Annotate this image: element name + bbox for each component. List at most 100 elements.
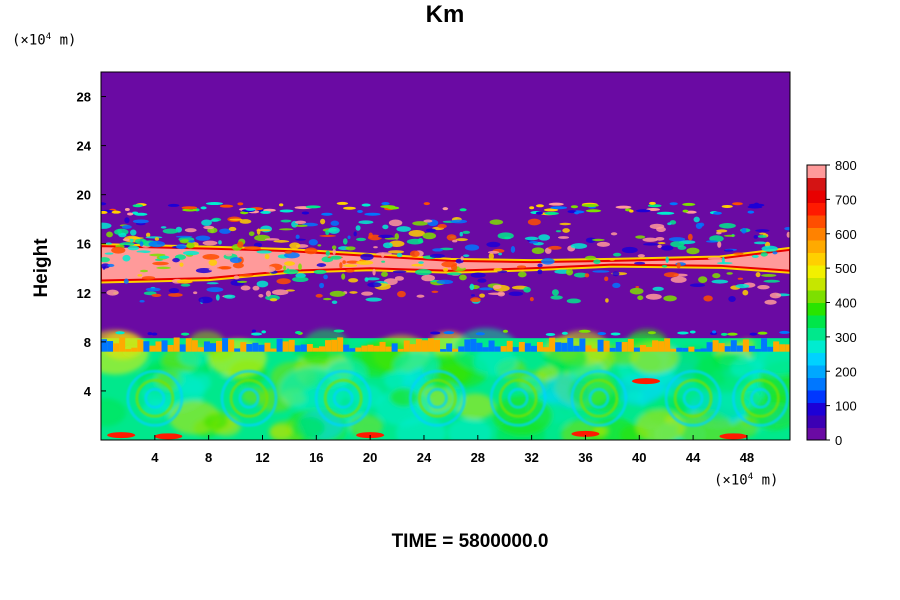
edge-cell	[785, 344, 790, 352]
edge-cell	[512, 347, 519, 352]
band-cell	[592, 238, 605, 242]
band-cell	[531, 247, 545, 254]
band-cell	[698, 222, 705, 227]
band-cell	[758, 232, 767, 235]
band-cell	[411, 263, 424, 267]
band-cell	[285, 289, 296, 292]
x-tick-label: 44	[686, 450, 701, 465]
edge-cell	[264, 342, 271, 352]
colorbar-swatch	[807, 415, 826, 428]
band-cell	[555, 230, 562, 233]
band-cell	[596, 241, 610, 247]
edge-cell	[325, 340, 332, 352]
band-cell	[757, 284, 770, 290]
band-cell	[677, 245, 687, 250]
edge-cell	[282, 341, 289, 352]
band-cell	[717, 241, 722, 248]
eddy-ring	[570, 369, 628, 427]
eddy-ring	[507, 387, 529, 409]
band-cell	[437, 223, 447, 229]
band-cell	[325, 229, 330, 235]
edge-cell	[300, 344, 307, 352]
band-cell	[360, 253, 374, 261]
time-label: TIME = 5800000.0	[391, 531, 549, 552]
gap-speck	[151, 332, 158, 336]
upper-streak	[321, 212, 333, 216]
colorbar-swatch	[807, 240, 826, 253]
gap-speck	[115, 331, 125, 335]
eddy-blob	[393, 351, 439, 382]
upper-streak	[656, 211, 675, 215]
band-cell	[101, 263, 110, 269]
band-cell	[460, 256, 464, 261]
band-cell	[316, 263, 327, 267]
heatmap-field	[101, 72, 790, 440]
band-cell	[716, 262, 733, 265]
eddy-ring	[588, 387, 610, 409]
band-cell	[248, 231, 255, 237]
band-cell	[355, 237, 367, 242]
colorbar-tick-label: 200	[835, 364, 857, 379]
band-cell	[226, 260, 234, 267]
upper-streak	[459, 208, 467, 212]
eddy-ring	[673, 378, 713, 418]
x-tick-label: 28	[471, 450, 485, 465]
eddy-ring	[749, 387, 771, 409]
band-cell	[356, 260, 374, 265]
upper-streak	[649, 201, 656, 205]
eddy-ring	[417, 378, 457, 418]
band-cell	[233, 275, 240, 280]
band-cell	[156, 266, 171, 270]
band-cell	[117, 229, 122, 234]
edge-cell	[755, 348, 762, 352]
y-tick-label: 4	[84, 384, 92, 399]
eddy-ring	[498, 378, 538, 418]
band-cell	[757, 235, 767, 238]
band-cell	[182, 250, 200, 256]
edge-cell	[252, 342, 259, 352]
y-tick-label: 28	[77, 90, 91, 105]
edge-cell	[555, 342, 562, 352]
upper-streak	[629, 209, 634, 213]
colorbar-swatch	[807, 340, 826, 353]
eddy-ring	[682, 387, 704, 409]
band-cell	[593, 259, 601, 265]
band-cell	[252, 285, 260, 291]
band-cell	[343, 264, 358, 267]
band-cell	[764, 299, 777, 305]
band-cell	[566, 268, 574, 276]
band-cell	[487, 250, 500, 254]
band-cell	[141, 276, 156, 280]
edge-cell	[173, 337, 180, 352]
eddy-ring	[740, 378, 780, 418]
band-cell	[760, 252, 768, 257]
band-cell	[365, 277, 380, 281]
edge-cell	[167, 344, 174, 352]
band-cell	[162, 228, 179, 234]
edge-cell	[621, 342, 628, 352]
band-cell	[585, 255, 596, 261]
band-cell	[412, 221, 429, 226]
band-cell	[294, 220, 307, 224]
band-cell	[388, 219, 403, 227]
upper-streak	[544, 211, 559, 215]
hot-spot	[571, 430, 600, 437]
band-cell	[523, 286, 531, 293]
edge-cell	[524, 343, 531, 352]
band-cell	[193, 291, 198, 295]
band-cell	[637, 295, 644, 301]
band-cell	[378, 234, 394, 239]
edge-cell	[561, 342, 568, 352]
band-cell	[584, 273, 590, 278]
gap-speck	[749, 332, 758, 336]
band-cell	[604, 276, 609, 282]
band-cell	[742, 289, 749, 296]
band-cell	[105, 242, 112, 245]
upper-streak	[647, 204, 662, 208]
band-cell	[107, 263, 115, 267]
colorbar-swatch	[807, 202, 826, 216]
band-cell	[493, 268, 503, 272]
colorbar-swatch	[807, 265, 826, 278]
edge-cell	[113, 343, 120, 352]
band-cell	[172, 258, 180, 263]
